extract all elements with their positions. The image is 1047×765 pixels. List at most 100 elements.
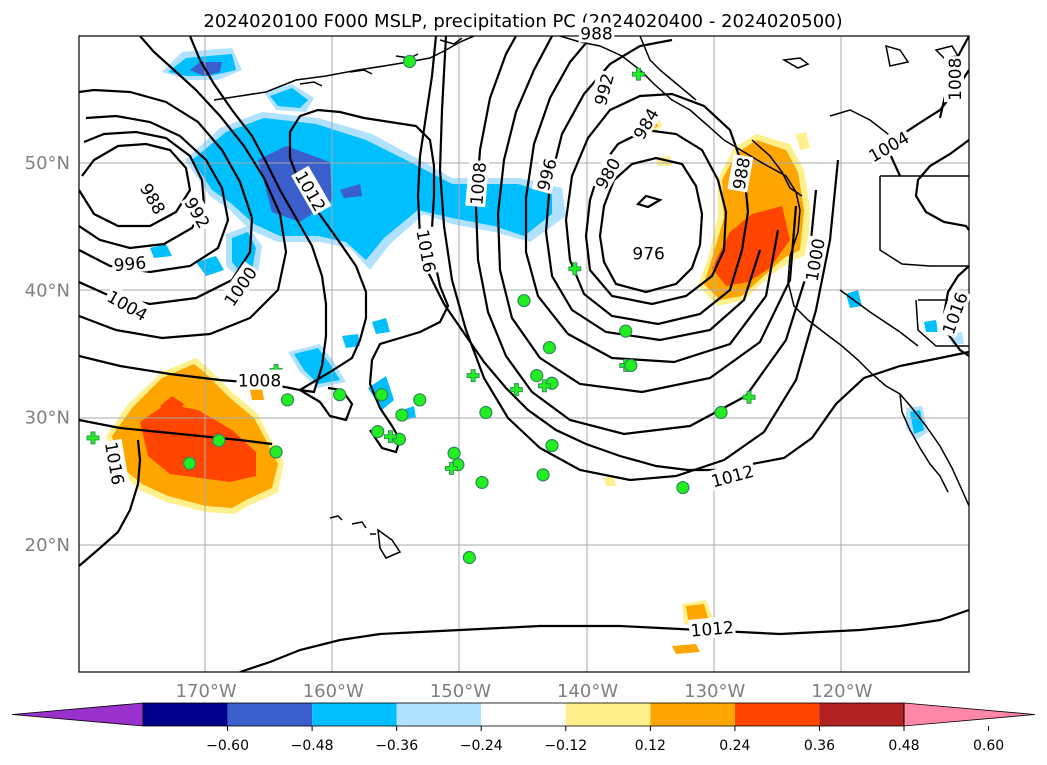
isobar-label-bg: [101, 438, 130, 488]
colorbar-tick-label: −0.24: [460, 738, 503, 754]
colorbar-tick-label: −0.48: [291, 738, 334, 754]
colorbar-segment: [396, 703, 482, 726]
isobar-label-text: 988: [580, 25, 612, 45]
station-circle-marker: [714, 405, 728, 420]
isobar-label-bg: [688, 615, 736, 640]
station-plus-marker: [445, 462, 458, 475]
colorbar-tick-label: −0.12: [544, 738, 587, 754]
station-circle-marker: [542, 341, 557, 355]
station-circle-marker: [402, 54, 417, 69]
colorbar-segment: [734, 703, 820, 726]
isobar-label-bg: [588, 69, 618, 109]
station-plus-marker: [466, 369, 480, 383]
lat-tick-label: 20°N: [25, 535, 70, 556]
station-circle-marker: [447, 446, 461, 460]
lon-tick-label: 120°W: [811, 681, 872, 702]
colorbar-tick-label: 0.60: [973, 738, 1004, 754]
isobars: [79, 36, 969, 672]
colorbar-tick-label: −0.60: [206, 738, 249, 754]
isobar-label-bg: [102, 284, 153, 325]
station-circle-marker: [413, 393, 427, 407]
lon-tick-label: 150°W: [430, 681, 491, 702]
lat-tick-label: 50°N: [25, 153, 70, 174]
isobar-label-bg: [627, 102, 663, 144]
station-plus-marker: [537, 379, 551, 393]
map-panel: [79, 36, 969, 672]
colorbar-tick-label: 0.36: [804, 738, 835, 754]
isobar-label-bg: [413, 226, 441, 276]
station-circle-marker: [183, 456, 197, 470]
station-circle-marker: [462, 550, 476, 565]
isobar-label-text: 1008: [238, 372, 281, 392]
isobar-label-bg: [111, 251, 149, 275]
station-circle-marker: [375, 388, 389, 402]
station-circle-marker: [619, 324, 633, 338]
isobar-label-bg: [291, 165, 332, 216]
station-circle-marker: [545, 438, 559, 453]
station-circle-marker: [280, 393, 295, 407]
latitude-tick-labels: 50°N 40°N 30°N 20°N: [25, 153, 70, 556]
isobar-label-bg: [465, 159, 490, 208]
station-circle-marker: [269, 445, 283, 459]
colorbar: −0.60 −0.48 −0.36 −0.24 −0.12 0.12 0.24 0.36 0.4…: [11, 702, 1036, 754]
figure-title: 2024020100 F000 MSLP, precipitation PC (…: [203, 11, 842, 32]
lon-tick-label: 130°W: [684, 681, 745, 702]
isobar-label-bg: [180, 191, 216, 233]
isobar-label-bg: [531, 154, 561, 195]
isobar-label: 1008: [944, 56, 966, 103]
station-circle-marker: [624, 358, 638, 373]
colorbar-tick-label: −0.36: [375, 738, 418, 754]
station-circle-marker: [395, 408, 409, 422]
station-plus-marker: [568, 262, 582, 276]
isobar-label: 1008: [465, 159, 491, 208]
station-plus-marker: [509, 383, 523, 397]
station-plus-marker: [86, 431, 100, 445]
isobar-label-text: 1008: [467, 161, 491, 206]
lat-tick-label: 40°N: [25, 280, 70, 301]
isobar-label: 1016: [100, 438, 130, 488]
station-circle-marker: [371, 424, 385, 439]
station-circle-marker: [475, 475, 489, 490]
isobar-label: 976: [630, 242, 667, 265]
colorbar-extend-low: [11, 702, 144, 727]
station-circle-marker: [333, 388, 347, 402]
station-circle-marker: [676, 480, 690, 495]
station-circle-marker: [479, 405, 493, 420]
colorbar-frame: [142, 702, 905, 727]
isobar-label-bg: [707, 459, 758, 491]
colorbar-segment: [143, 703, 228, 726]
colorbar-segment: [227, 703, 313, 726]
lat-tick-label: 30°N: [25, 408, 70, 429]
colorbar-tick-label: 0.24: [719, 738, 750, 754]
colorbar-segment: [650, 703, 735, 726]
isobar-label-bg: [944, 56, 964, 103]
isobar-label-bg: [589, 152, 625, 194]
station-plus-marker: [742, 390, 756, 404]
isobar-label: 996: [111, 251, 149, 276]
lon-tick-label: 140°W: [557, 681, 618, 702]
isobar-label-bg: [236, 369, 283, 390]
colorbar-segment: [312, 703, 397, 726]
isobar-label-bg: [136, 177, 172, 219]
isobar-label: 1008: [236, 369, 283, 392]
isobar-label-bg: [578, 22, 615, 43]
station-circle-marker: [530, 369, 544, 383]
longitude-tick-labels: 170°W 160°W 150°W 140°W 130°W 120°W: [176, 681, 873, 702]
station-plus-marker: [631, 67, 645, 81]
isobar-label-bg: [727, 154, 754, 193]
colorbar-tick-label: 0.48: [888, 738, 919, 754]
isobar-label: 1012: [688, 615, 736, 642]
isobar-label: 1000: [800, 235, 830, 285]
isobar-label-bg: [218, 261, 262, 311]
colorbar-segment: [819, 703, 904, 726]
lon-tick-label: 160°W: [303, 681, 364, 702]
isobar-label-text: 996: [113, 253, 147, 276]
isobar-label-bg: [800, 235, 829, 285]
map-frame: [78, 35, 970, 673]
isobar-label-text: 1012: [690, 618, 735, 642]
isobar-label-bg: [863, 125, 914, 166]
isobar-label-text: 976: [632, 245, 664, 265]
colorbar-segment: [565, 703, 651, 726]
station-circle-marker: [517, 293, 531, 308]
